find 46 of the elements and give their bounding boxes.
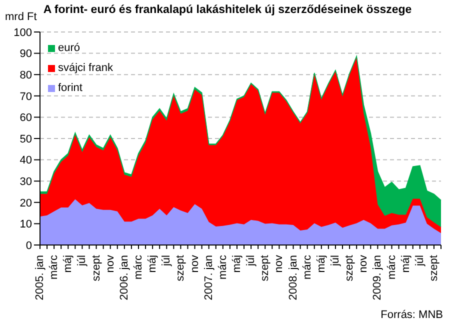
x-tick-label: márc — [48, 254, 60, 280]
x-tick-label: júl — [160, 255, 173, 268]
y-tick-label: 20 — [20, 197, 32, 210]
x-tick-label: 2006. jan — [118, 255, 130, 300]
x-tick-label: nov — [188, 254, 201, 273]
y-tick-label: 40 — [20, 154, 32, 167]
x-tick-label: nov — [358, 254, 370, 273]
y-tick-label: 70 — [20, 90, 32, 103]
x-tick-label: júl — [76, 255, 88, 268]
x-tick-label: 2008. jan — [287, 255, 300, 300]
chart-title: A forint- euró és frankalapú lakáshitelek új szerződéseinek összege — [43, 4, 412, 16]
x-tick-label: nov — [104, 254, 116, 273]
x-tick-label: júl — [414, 255, 426, 268]
x-tick-label: 2007. jan — [202, 255, 215, 300]
y-tick-label: 80 — [20, 70, 32, 82]
x-tick-label: júl — [329, 255, 342, 268]
x-tick-label: szept — [428, 255, 440, 282]
x-tick-label: 2005. jan — [34, 255, 46, 300]
x-tick-label: júl — [245, 255, 258, 268]
x-tick-label: nov — [273, 254, 286, 273]
x-tick-label: szept — [90, 255, 102, 282]
x-tick-label: szept — [174, 255, 187, 282]
legend-label: svájci frank — [58, 62, 114, 74]
y-tick-label: 50 — [20, 133, 32, 146]
text: Forrás: MNB — [380, 309, 443, 321]
y-tick-label: 100 — [14, 26, 32, 39]
x-tick-label: márc — [132, 254, 144, 280]
y-tick-label: 60 — [20, 112, 32, 124]
x-tick-label: máj — [230, 255, 243, 273]
x-tick-label: 2009. jan — [372, 255, 384, 300]
x-tick-label: máj — [62, 255, 74, 273]
y-tick-label: 90 — [20, 48, 32, 60]
x-tick-label: márc — [386, 254, 398, 280]
y-tick-label: 10 — [20, 218, 32, 231]
x-tick-label: máj — [400, 255, 412, 273]
x-tick-label: szept — [344, 255, 356, 282]
legend-label: forint — [58, 82, 82, 94]
x-tick-label: márc — [216, 254, 229, 280]
x-tick-label: máj — [146, 255, 159, 273]
y-tick-label: 0 — [26, 240, 32, 252]
x-tick-label: szept — [259, 255, 272, 282]
x-tick-label: márc — [301, 254, 314, 280]
x-tick-label: máj — [315, 255, 328, 273]
y-tick-label: 30 — [20, 176, 32, 188]
y-axis-title: mrd Ft — [5, 11, 37, 23]
legend-label: euró — [58, 42, 80, 54]
